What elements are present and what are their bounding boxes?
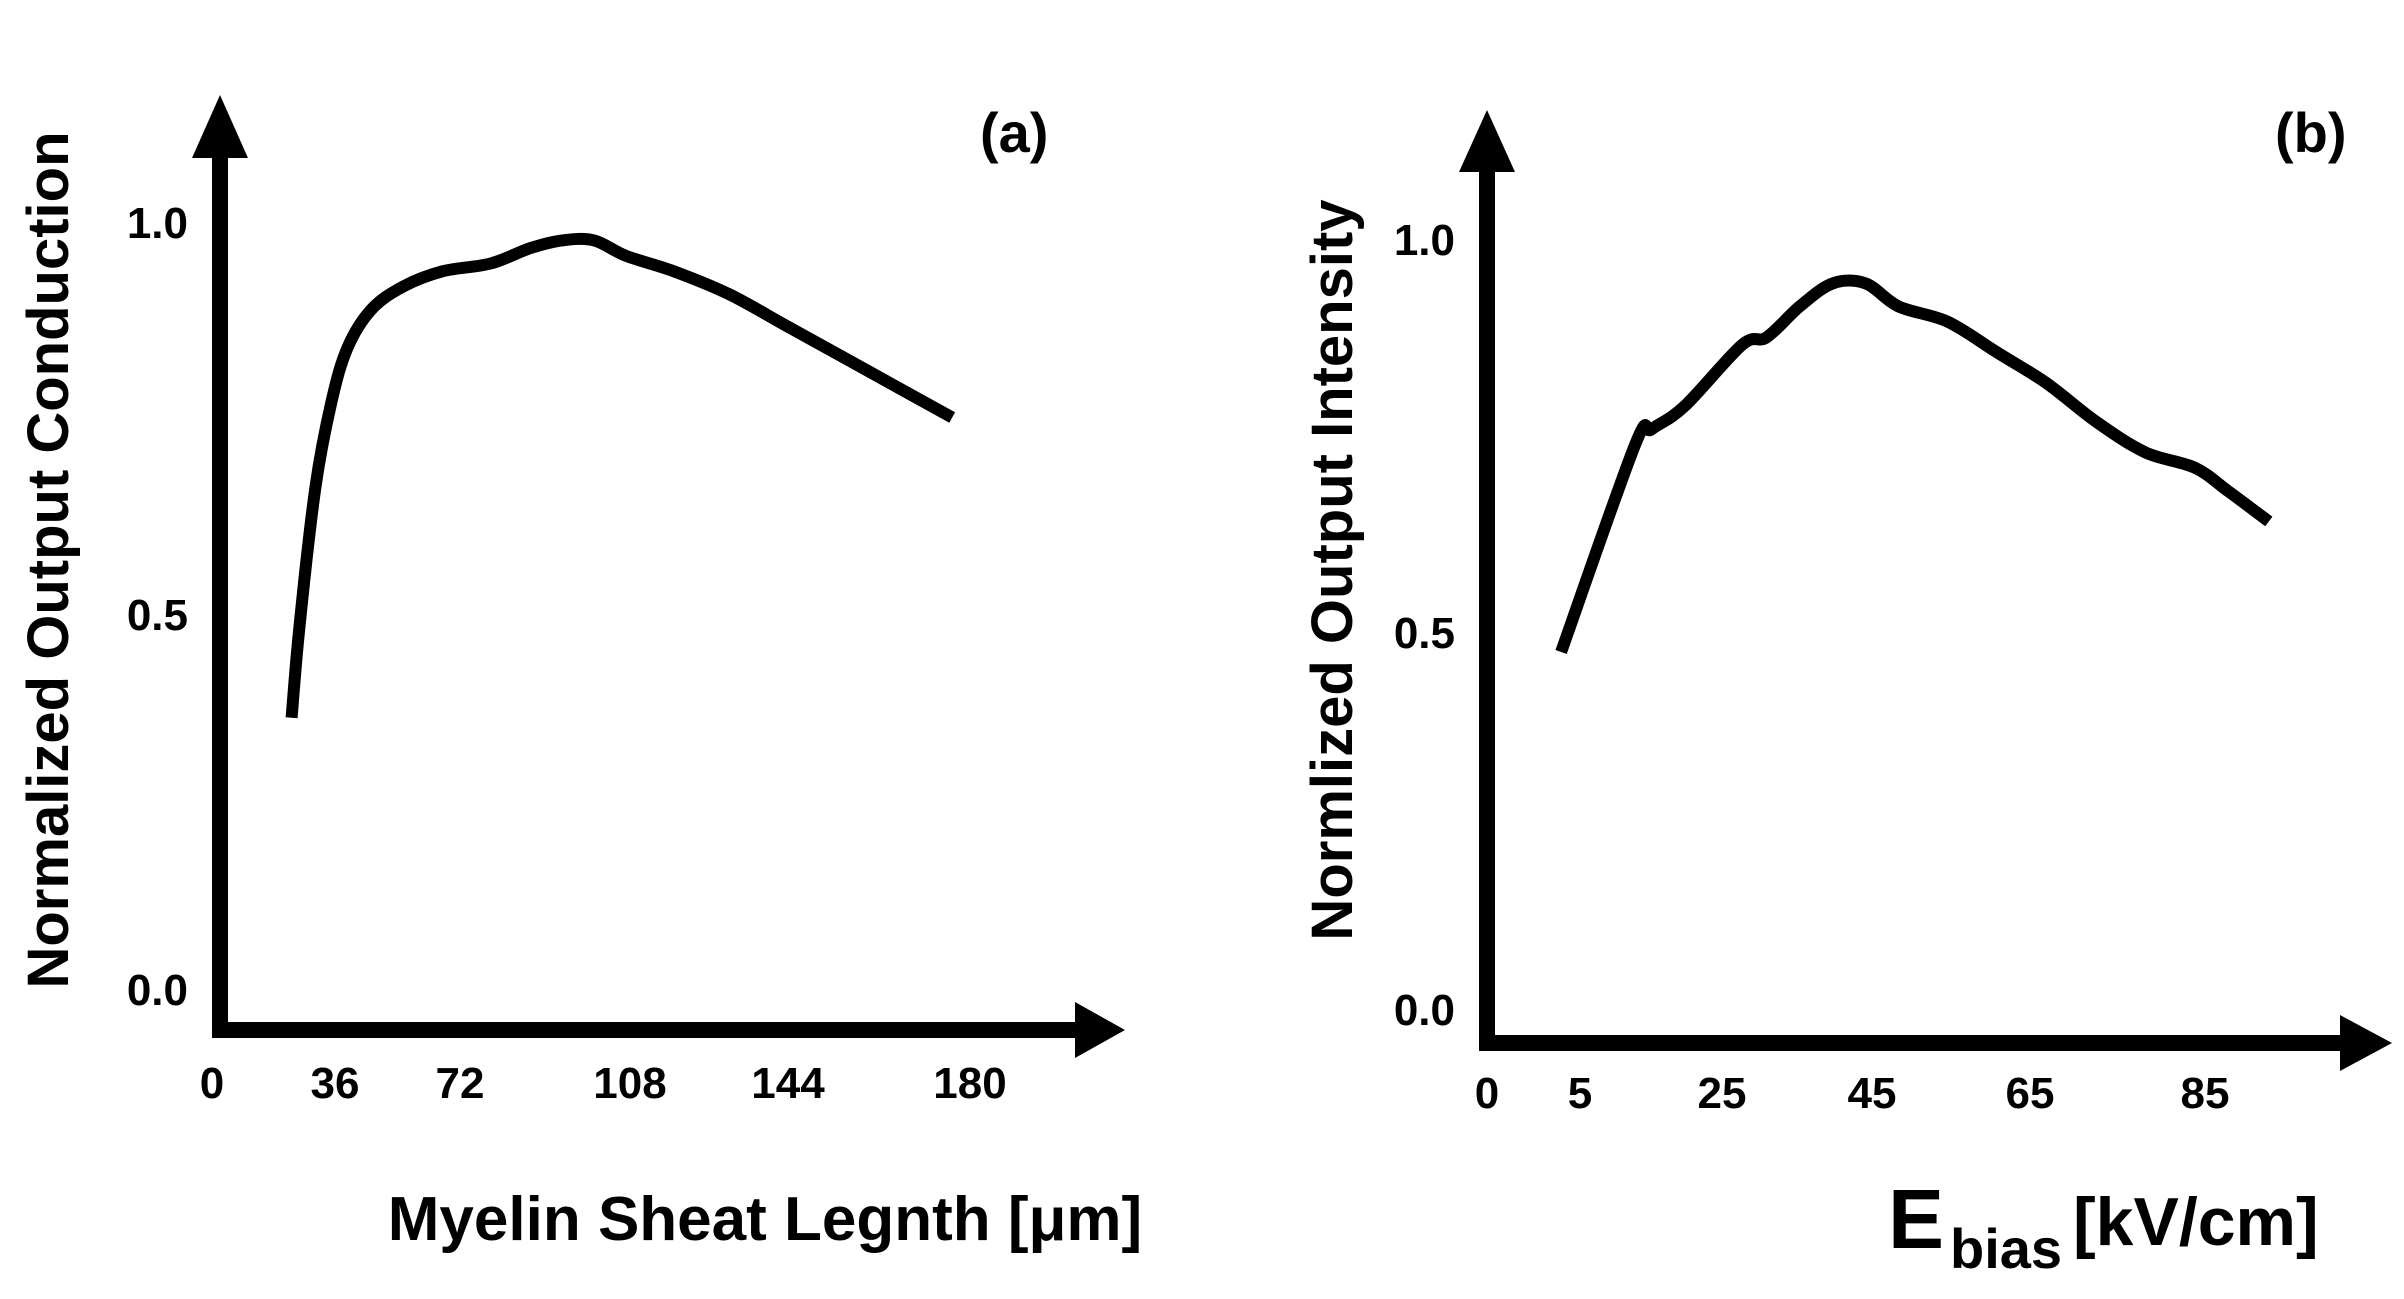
panel-a-y-tick-0: 0.0 [127,966,188,1015]
panel-a-x-tick-0: 0 [200,1059,224,1108]
panel-b-x-axis-arrow [2340,1015,2392,1071]
panel-b-label: (b) [2275,101,2347,164]
panel-a-y-tick-1: 0.5 [127,591,188,640]
panel-b-y-tick-1: 0.5 [1394,609,1455,658]
panel-a-x-tick-4: 144 [751,1059,825,1108]
panel-b-x-label: E bias [kV/cm] [1888,1172,2319,1280]
panel-b-x-tick-5: 85 [2181,1069,2230,1118]
panel-b-series-line [1555,274,2273,655]
panel-b-x-tick-1: 5 [1568,1069,1592,1118]
panel-b-x-tick-2: 25 [1698,1069,1747,1118]
panel-b-y-tick-2: 1.0 [1394,216,1455,265]
panel-a-x-tick-2: 72 [436,1059,485,1108]
panel-b-x-tick-3: 45 [1848,1069,1897,1118]
panel-b-y-tick-0: 0.0 [1394,986,1455,1035]
panel-a-x-axis-arrow [1075,1002,1125,1058]
panel-a-y-axis-arrow [192,95,248,158]
panel-a-series-line [285,232,956,719]
panel-a: (a) 0.0 0.5 1.0 0 36 72 108 144 180 Norm… [16,95,1142,1254]
panel-b-y-label: Normlized Output Intensity [1300,199,1365,940]
panel-b-x-tick-4: 65 [2006,1069,2055,1118]
panel-a-x-tick-1: 36 [311,1059,360,1108]
panel-a-x-tick-3: 108 [593,1059,666,1108]
panel-a-label: (a) [980,101,1048,164]
panel-b-x-label-sub: bias [1950,1217,2062,1280]
panel-a-x-tick-5: 180 [933,1059,1006,1108]
panel-a-y-label: Normalized Output Conduction [16,131,81,988]
panel-b-x-tick-0: 0 [1475,1069,1499,1118]
panel-a-y-tick-2: 1.0 [127,199,188,248]
panel-b-y-axis-arrow [1459,110,1515,172]
panel-a-x-label: Myelin Sheat Legnth [μm] [388,1185,1142,1254]
panel-b: (b) 0.0 0.5 1.0 0 5 25 45 65 85 Normlize… [1300,101,2392,1280]
panel-b-x-label-units: [kV/cm] [2073,1184,2319,1260]
panel-b-x-label-main: E [1888,1172,1944,1266]
